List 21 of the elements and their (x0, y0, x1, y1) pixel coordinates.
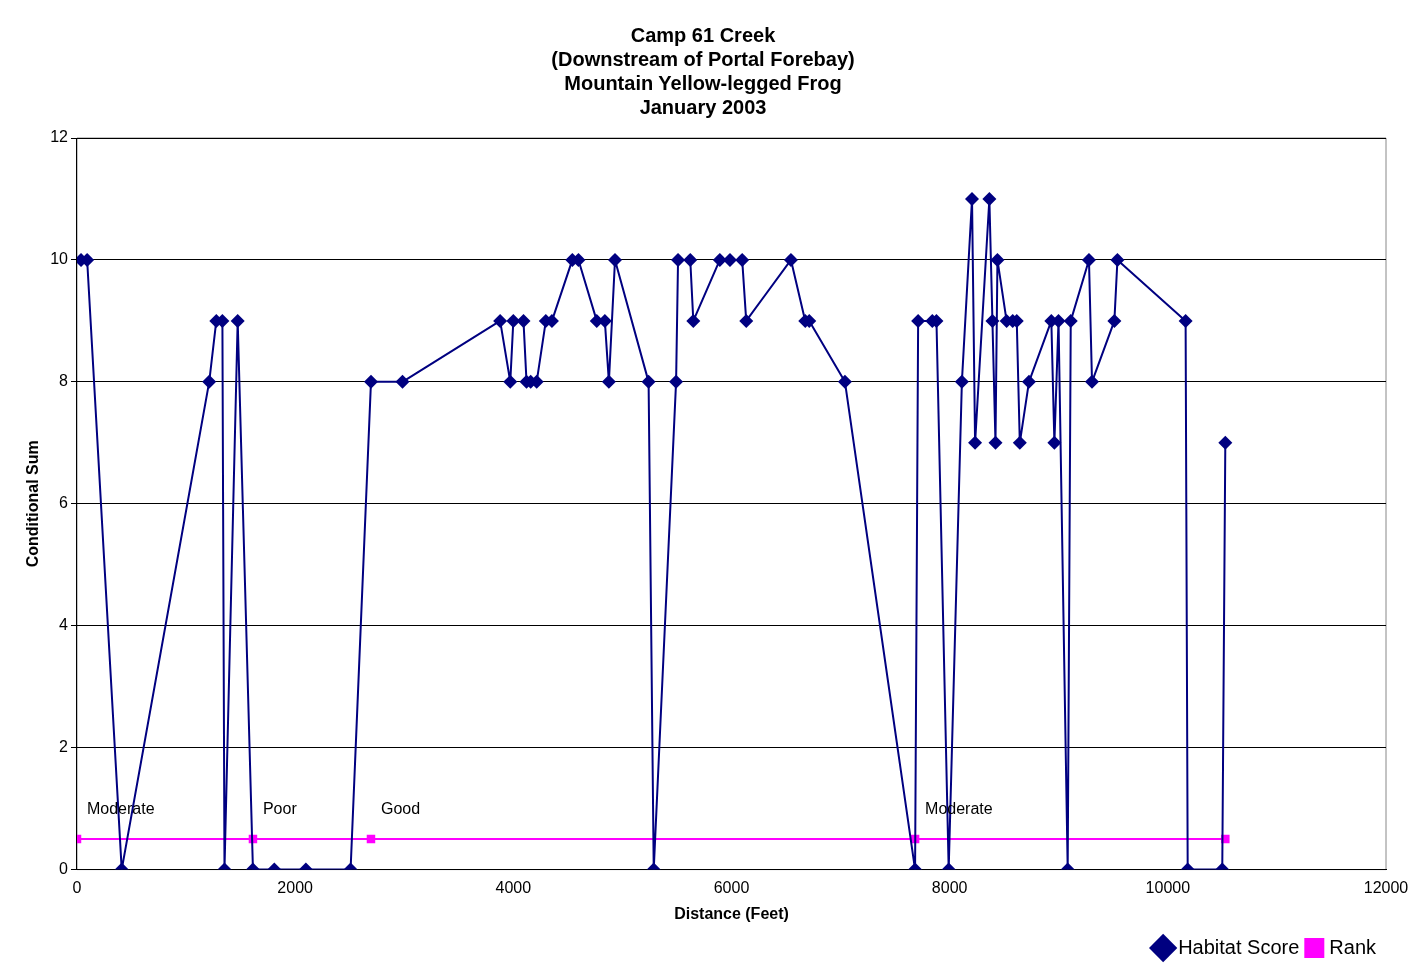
y-tick-label: 10 (50, 250, 69, 268)
y-tick-label: 4 (59, 616, 69, 634)
x-axis-title: Distance (Feet) (674, 904, 789, 922)
annotation: Poor (262, 799, 298, 817)
annotation: Good (380, 799, 421, 817)
legend-label: Rank (1329, 935, 1377, 958)
y-axis-title: Conditional Sum (24, 440, 42, 568)
x-tick-label: 4000 (495, 878, 532, 896)
chart-title: Camp 61 Creek (Downstream of Portal Forebay) Mountain Yellow-legged Frog January 2003 (551, 23, 855, 118)
y-tick-label: 0 (59, 860, 69, 878)
x-tick-label: 2000 (277, 878, 314, 896)
y-tick-label: 12 (50, 128, 69, 146)
y-tick-label: 8 (59, 372, 69, 390)
y-tick-label: 2 (59, 738, 69, 756)
y-tick-label: 6 (59, 494, 69, 512)
legend-label: Habitat Score (1178, 935, 1300, 958)
x-tick-label: 0 (72, 878, 82, 896)
x-tick-label: 8000 (931, 878, 968, 896)
x-tick-label: 12000 (1363, 878, 1409, 896)
x-tick-label: 6000 (713, 878, 750, 896)
x-tick-label: 10000 (1145, 878, 1191, 896)
